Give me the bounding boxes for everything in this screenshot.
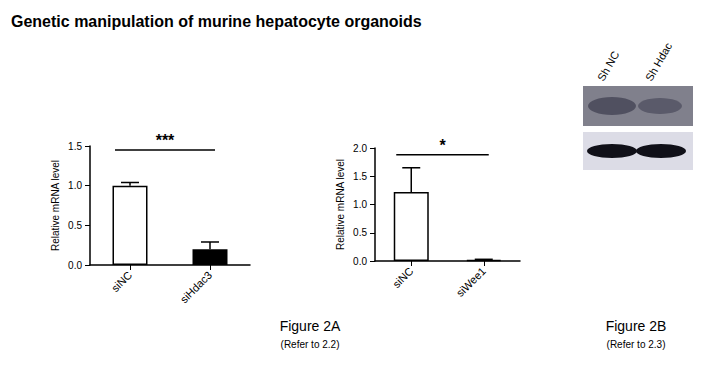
svg-text:Figure 2A: Figure 2A bbox=[280, 318, 341, 334]
svg-text:Relative mRNA level: Relative mRNA level bbox=[50, 160, 61, 251]
svg-text:0.5: 0.5 bbox=[353, 227, 367, 238]
svg-text:siNC: siNC bbox=[390, 265, 415, 290]
svg-text:Genetic manipulation of murine: Genetic manipulation of murine hepatocyt… bbox=[11, 13, 422, 30]
svg-text:1.5: 1.5 bbox=[353, 171, 367, 182]
svg-text:(Refer to 2.3): (Refer to 2.3) bbox=[607, 339, 666, 350]
svg-text:0.0: 0.0 bbox=[68, 260, 82, 271]
svg-text:0.5: 0.5 bbox=[68, 220, 82, 231]
svg-text:1.0: 1.0 bbox=[353, 199, 367, 210]
svg-text:1.0: 1.0 bbox=[68, 180, 82, 191]
svg-text:siWee1: siWee1 bbox=[454, 265, 488, 299]
svg-text:1.5: 1.5 bbox=[68, 141, 82, 152]
svg-text:Sh Hdac: Sh Hdac bbox=[643, 40, 675, 83]
svg-text:Sh NC: Sh NC bbox=[595, 49, 622, 83]
svg-text:*: * bbox=[439, 137, 446, 154]
svg-text:***: *** bbox=[156, 132, 175, 149]
svg-text:(Refer to 2.2): (Refer to 2.2) bbox=[281, 339, 340, 350]
svg-text:Figure 2B: Figure 2B bbox=[606, 318, 667, 334]
svg-text:0.0: 0.0 bbox=[353, 256, 367, 267]
svg-text:siHdac3: siHdac3 bbox=[178, 269, 215, 306]
svg-text:siNC: siNC bbox=[109, 269, 134, 294]
svg-text:2.0: 2.0 bbox=[353, 143, 367, 154]
svg-text:Relative mRNA level: Relative mRNA level bbox=[335, 159, 346, 250]
